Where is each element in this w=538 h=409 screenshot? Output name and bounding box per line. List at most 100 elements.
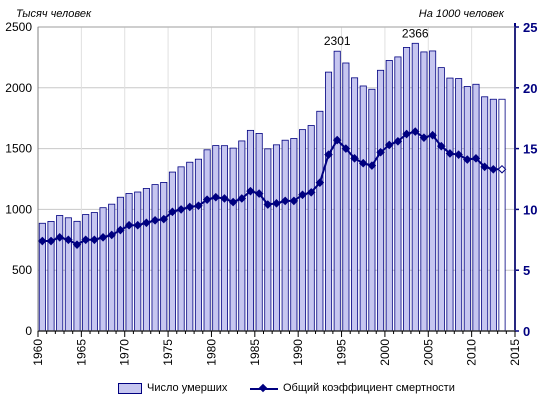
rate-point-2008: [454, 150, 463, 159]
bar-2010: [472, 83, 480, 332]
bar-1999: [377, 69, 385, 332]
rate-point-1999: [376, 147, 385, 157]
x-tick-label: 2010: [465, 339, 479, 366]
rate-point-1996: [350, 154, 359, 163]
data-label-1994: 2301: [324, 34, 351, 48]
bar-1989: [290, 138, 298, 332]
rate-point-1974: [159, 214, 169, 224]
deaths-bars: [38, 42, 506, 332]
bar-1973: [151, 184, 159, 332]
rate-point-1981: [220, 194, 229, 203]
y-left-tick-label: 500: [12, 263, 32, 277]
x-tick-label: 1995: [335, 339, 349, 366]
rate-point-1961: [46, 236, 56, 246]
rate-point-1993: [324, 150, 333, 159]
bar-1997: [359, 85, 367, 332]
y-right-tick-label: 25: [523, 20, 537, 35]
bar-1986: [264, 148, 272, 332]
rate-point-2004: [419, 133, 429, 142]
y-left-tick-label: 2500: [5, 20, 32, 34]
bar-1998: [368, 88, 376, 332]
rate-point-1998: [367, 161, 377, 170]
y-right-tick-label: 10: [523, 202, 537, 217]
bar-2006: [437, 67, 445, 332]
y-right-tick-label: 20: [523, 81, 537, 96]
rate-point-1982: [228, 197, 238, 207]
rate-point-1970: [124, 220, 134, 230]
rate-point-1973: [150, 216, 160, 225]
rate-point-1975: [168, 207, 177, 217]
bar-1995: [342, 62, 350, 332]
bar-1963: [64, 217, 72, 332]
rate-point-2011: [480, 162, 489, 172]
legend-bar-swatch: [118, 382, 142, 394]
axes: [37, 23, 519, 337]
bar-1978: [194, 158, 202, 332]
left-axis-unit: Тысяч человек: [16, 8, 92, 20]
bar-1993: [325, 71, 333, 332]
bar-1988: [281, 139, 289, 332]
x-tick-label: 1975: [161, 339, 175, 366]
tick-labels: 0 500 1000 1500 2000 2500 0 5 10 15 20 25 2301 2366 19…: [5, 20, 537, 366]
rate-point-1988: [280, 196, 290, 206]
bar-2013: [498, 98, 506, 332]
bar-1994: [333, 50, 341, 332]
y-right-tick-label: 15: [523, 142, 537, 157]
legend-deaths: Число умерших: [118, 382, 227, 394]
y-left-tick-label: 0: [25, 324, 32, 338]
rate-point-1966: [90, 235, 99, 245]
rate-point-1992: [315, 178, 325, 187]
rate-point-1990: [298, 190, 307, 200]
rate-point-1968: [107, 230, 117, 240]
legend-rate-label: Общий коэффициент смертности: [283, 382, 455, 394]
rate-point-1969: [116, 225, 125, 235]
rate-point-1960: [38, 236, 47, 246]
bar-1964: [73, 220, 81, 332]
bar-1974: [160, 182, 168, 332]
rate-point-1986: [263, 200, 273, 209]
rate-point-1991: [306, 188, 316, 197]
x-tick-label: 2005: [421, 339, 435, 366]
rate-point-1989: [289, 196, 299, 206]
bar-1965: [82, 214, 90, 332]
bar-1967: [99, 207, 107, 332]
bar-1979: [203, 149, 211, 332]
y-left-tick-label: 1000: [5, 202, 32, 216]
rate-point-2001: [393, 136, 403, 146]
bar-1987: [272, 144, 281, 332]
bar-2009: [463, 86, 471, 332]
bar-2003: [411, 42, 419, 332]
bar-1975: [168, 171, 176, 332]
y-left-tick-label: 2000: [5, 81, 32, 95]
rate-point-1967: [98, 233, 108, 242]
x-tick-label: 2015: [508, 339, 522, 366]
bar-2011: [481, 96, 489, 332]
legend-deaths-label: Число умерших: [147, 382, 228, 394]
x-tick-label: 2000: [378, 339, 392, 366]
bar-1962: [56, 215, 64, 332]
x-tick-label: 1990: [291, 339, 305, 366]
bar-1977: [186, 161, 194, 332]
bar-1968: [108, 203, 116, 332]
bar-1984: [246, 129, 255, 332]
legend-rate: Общий коэффициент смертности: [250, 382, 455, 394]
y-right-tick-label: 5: [523, 263, 530, 278]
rate-point-2002: [402, 129, 411, 139]
plot-area: [37, 26, 516, 332]
rate-point-2000: [384, 140, 394, 150]
rate-point-2009: [462, 155, 472, 164]
rate-point-1983: [237, 194, 247, 203]
bar-1982: [229, 147, 237, 332]
rate-point-1980: [211, 192, 221, 202]
bar-1981: [220, 145, 228, 332]
bar-1990: [298, 129, 307, 332]
rate-point-2006: [436, 141, 446, 151]
bar-2001: [394, 56, 402, 332]
x-tick-label: 1980: [204, 339, 218, 366]
bar-1972: [142, 188, 150, 332]
bar-1966: [90, 212, 98, 332]
data-label-2003: 2366: [402, 26, 429, 40]
y-right-tick-label: 0: [523, 324, 530, 339]
x-tick-label: 1960: [31, 339, 45, 366]
rate-point-1977: [185, 202, 195, 212]
